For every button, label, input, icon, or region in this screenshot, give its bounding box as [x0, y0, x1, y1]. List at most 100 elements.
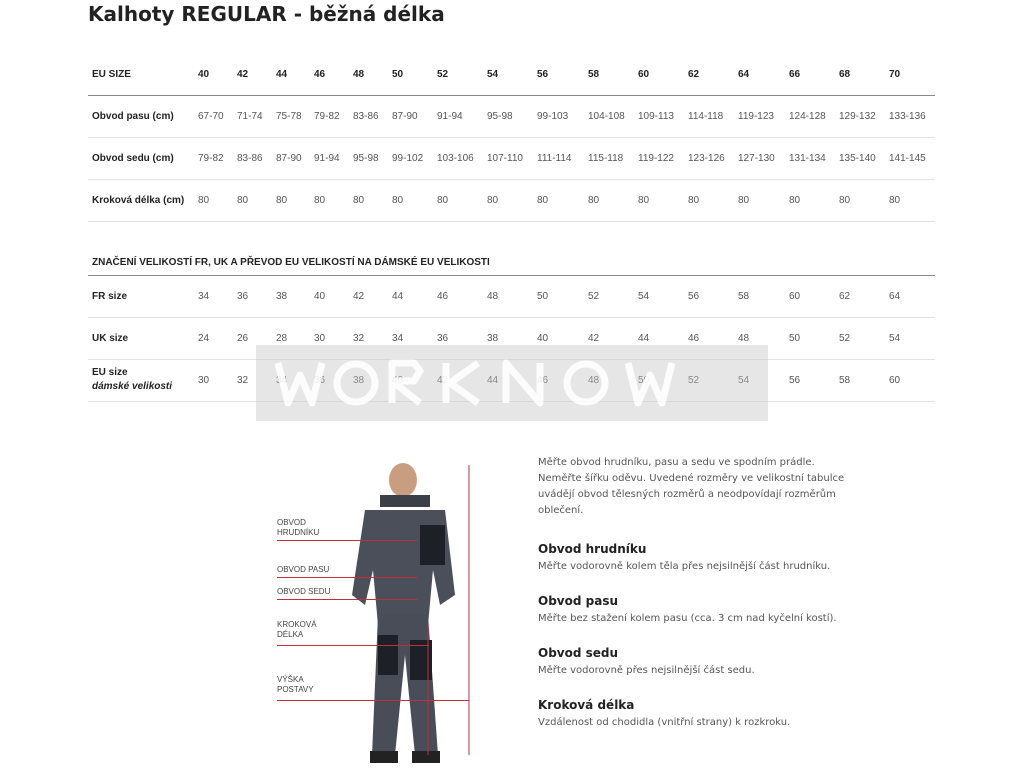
- table-cell: 40: [314, 291, 326, 302]
- table-cell: 30: [198, 375, 210, 386]
- table-cell: 60: [889, 375, 901, 386]
- table-cell: 141-145: [889, 153, 926, 164]
- table-cell: 58: [839, 375, 851, 386]
- table-cell: 111-114: [537, 153, 572, 164]
- table-cell: 46: [688, 333, 700, 344]
- section-text: Měřte vodorovně kolem těla přes nejsilně…: [538, 561, 831, 572]
- measurement-figure: OBVOD HRUDNÍKU OBVOD PASU OBVOD SEDU KRO…: [270, 455, 500, 768]
- chest-line: [277, 540, 417, 541]
- table-cell: 34: [392, 333, 404, 344]
- section-title: Kroková délka: [538, 698, 635, 712]
- table-cell: 48: [588, 375, 600, 386]
- table-cell: 80: [487, 195, 499, 206]
- table-cell: 80: [237, 195, 249, 206]
- table-cell: 114-118: [688, 111, 724, 122]
- section-title: Obvod pasu: [538, 594, 618, 608]
- worknow-logo-lettering: [274, 359, 676, 407]
- table-cell: 44: [392, 291, 404, 302]
- table-cell: 119-122: [638, 153, 674, 164]
- table-cell: 64: [738, 69, 750, 80]
- table-cell: 119-123: [738, 111, 774, 122]
- section-text: Měřte bez stažení kolem pasu (cca. 3 cm …: [538, 613, 837, 624]
- table-cell: 38: [487, 333, 499, 344]
- table-cell: 54: [738, 375, 750, 386]
- table-cell: 38: [276, 291, 288, 302]
- table-cell: 133-136: [889, 111, 926, 122]
- table-cell: 80: [198, 195, 210, 206]
- page-title: Kalhoty REGULAR - běžná délka: [88, 2, 445, 26]
- table-cell: 64: [889, 291, 901, 302]
- row-label-main: EU size: [92, 367, 128, 378]
- table-cell: 28: [276, 333, 288, 344]
- table-cell: 80: [839, 195, 851, 206]
- table-cell: 56: [537, 69, 549, 80]
- row-label: Obvod sedu (cm): [92, 153, 174, 164]
- table-cell: 54: [487, 69, 499, 80]
- table-cell: 44: [276, 69, 288, 80]
- table-cell: 80: [588, 195, 600, 206]
- table-cell: 103-106: [437, 153, 474, 164]
- table-cell: 91-94: [437, 111, 463, 122]
- table-cell: 32: [353, 333, 365, 344]
- table-cell: 50: [392, 69, 404, 80]
- table-cell: 50: [537, 291, 549, 302]
- table-cell: 66: [789, 69, 801, 80]
- table-cell: 60: [638, 69, 650, 80]
- table-row: Obvod sedu (cm) 79-82 83-86 87-90 91-94 95-98…: [88, 138, 935, 180]
- table-cell: 54: [638, 291, 650, 302]
- table-cell: 79-82: [198, 153, 224, 164]
- table-cell: 123-126: [688, 153, 725, 164]
- height-line: [277, 700, 469, 701]
- waist-line: [277, 577, 417, 578]
- table-cell: 80: [688, 195, 700, 206]
- label-obvod-hrudniku: OBVOD HRUDNÍKU: [277, 518, 320, 537]
- table-cell: 135-140: [839, 153, 876, 164]
- table-cell: 99-103: [537, 111, 569, 122]
- table-cell: 58: [738, 291, 750, 302]
- table-cell: 127-130: [738, 153, 775, 164]
- table-cell: 80: [738, 195, 750, 206]
- label-obvod-pasu: OBVOD PASU: [277, 565, 330, 574]
- table-row: EU SIZE 40 42 44 46 48 50 52 54 56 58 60 62 64 66 68 70: [88, 54, 935, 96]
- table-cell: 62: [839, 291, 851, 302]
- table-cell: 124-128: [789, 111, 826, 122]
- table-cell: 83-86: [237, 153, 263, 164]
- table-cell: 104-108: [588, 111, 625, 122]
- table-cell: 109-113: [638, 111, 674, 122]
- table-cell: 44: [487, 375, 499, 386]
- table-cell: 46: [314, 69, 326, 80]
- row-sublabel: dámské velikosti: [92, 381, 173, 392]
- table-cell: 87-90: [392, 111, 418, 122]
- row-label: FR size: [92, 291, 128, 302]
- table-cell: 36: [437, 333, 449, 344]
- table-cell: 50: [638, 375, 650, 386]
- inseam-line: [277, 645, 429, 646]
- table-cell: 34: [198, 291, 210, 302]
- table-cell: 54: [889, 333, 901, 344]
- table-cell: 99-102: [392, 153, 424, 164]
- table-cell: 32: [237, 375, 249, 386]
- table-cell: 71-74: [237, 111, 263, 122]
- section-text: Vzdálenost od chodidla (vnitřní strany) …: [538, 717, 791, 728]
- table-cell: 95-98: [487, 111, 513, 122]
- table-cell: 80: [889, 195, 901, 206]
- label-krokova-delka: KROKOVÁ DÉLKA: [277, 620, 317, 639]
- table-cell: 95-98: [353, 153, 379, 164]
- table-cell: 52: [588, 291, 600, 302]
- table-cell: 52: [437, 69, 449, 80]
- table-cell: 46: [437, 291, 449, 302]
- label-obvod-sedu: OBVOD SEDU: [277, 587, 331, 596]
- table-cell: 36: [237, 291, 249, 302]
- table-cell: 42: [353, 291, 365, 302]
- table-cell: 50: [789, 333, 801, 344]
- table-cell: 48: [353, 69, 365, 80]
- section-text: Měřte vodorovně přes nejsilnější část se…: [538, 665, 755, 676]
- table-cell: 40: [198, 69, 210, 80]
- table-row: Kroková délka (cm) 80 80 80 80 80 80 80 80 80 80 80…: [88, 180, 935, 222]
- row-label: EU size dámské velikosti: [92, 366, 172, 394]
- table-cell: 80: [638, 195, 650, 206]
- table-cell: 80: [789, 195, 801, 206]
- table-cell: 40: [537, 333, 549, 344]
- worknow-watermark: [256, 345, 768, 421]
- table-cell: 56: [789, 375, 801, 386]
